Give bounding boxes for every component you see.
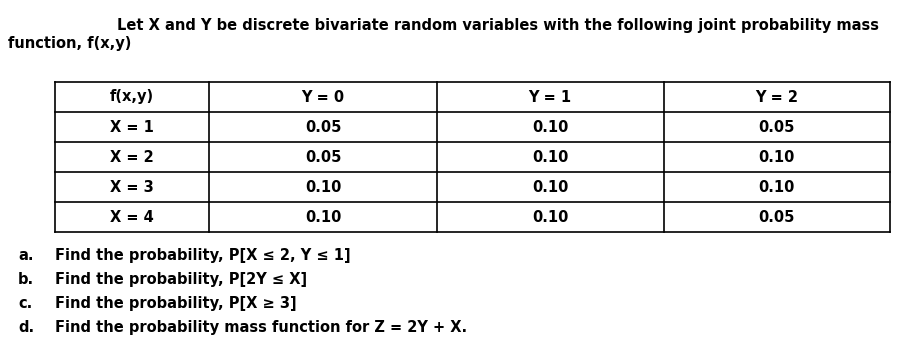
Text: 0.10: 0.10 bbox=[759, 149, 795, 164]
Text: Find the probability, P[X ≥ 3]: Find the probability, P[X ≥ 3] bbox=[55, 296, 297, 311]
Text: 0.05: 0.05 bbox=[305, 149, 341, 164]
Text: b.: b. bbox=[18, 272, 34, 287]
Text: X = 1: X = 1 bbox=[111, 120, 154, 135]
Text: function, f(x,y): function, f(x,y) bbox=[8, 36, 131, 51]
Text: a.: a. bbox=[18, 248, 33, 263]
Text: Find the probability, P[X ≤ 2, Y ≤ 1]: Find the probability, P[X ≤ 2, Y ≤ 1] bbox=[55, 248, 350, 263]
Text: 0.10: 0.10 bbox=[532, 149, 568, 164]
Text: 0.10: 0.10 bbox=[305, 180, 341, 195]
Text: d.: d. bbox=[18, 320, 34, 335]
Text: 0.10: 0.10 bbox=[532, 180, 568, 195]
Text: 0.10: 0.10 bbox=[759, 180, 795, 195]
Text: Y = 0: Y = 0 bbox=[301, 89, 345, 104]
Text: Find the probability, P[2Y ≤ X]: Find the probability, P[2Y ≤ X] bbox=[55, 272, 307, 287]
Text: Find the probability mass function for Z = 2Y + X.: Find the probability mass function for Z… bbox=[55, 320, 467, 335]
Text: X = 3: X = 3 bbox=[111, 180, 154, 195]
Text: 0.05: 0.05 bbox=[759, 120, 795, 135]
Text: f(x,y): f(x,y) bbox=[110, 89, 154, 104]
Text: X = 2: X = 2 bbox=[111, 149, 154, 164]
Text: Let X and Y be discrete bivariate random variables with the following joint prob: Let X and Y be discrete bivariate random… bbox=[117, 18, 879, 33]
Text: 0.10: 0.10 bbox=[532, 210, 568, 224]
Text: 0.10: 0.10 bbox=[305, 210, 341, 224]
Text: Y = 2: Y = 2 bbox=[755, 89, 798, 104]
Text: c.: c. bbox=[18, 296, 32, 311]
Text: Y = 1: Y = 1 bbox=[528, 89, 572, 104]
Text: X = 4: X = 4 bbox=[111, 210, 154, 224]
Text: 0.05: 0.05 bbox=[305, 120, 341, 135]
Text: 0.10: 0.10 bbox=[532, 120, 568, 135]
Text: 0.05: 0.05 bbox=[759, 210, 795, 224]
